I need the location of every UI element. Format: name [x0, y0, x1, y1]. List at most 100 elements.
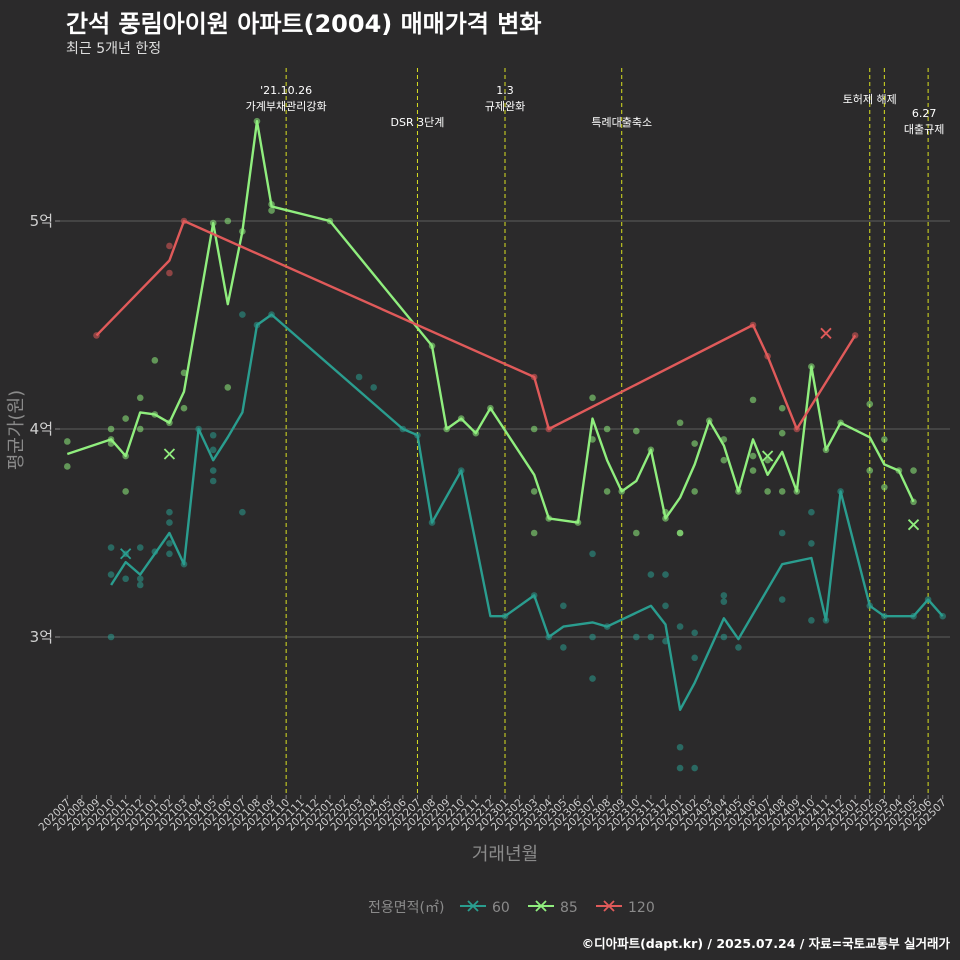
y-tick-label-0: 3억 — [30, 628, 53, 646]
point-85-17 — [224, 384, 232, 391]
point-85-39 — [633, 529, 640, 537]
point-60-36 — [589, 675, 596, 682]
point-85-0 — [63, 438, 71, 445]
point-85-59 — [778, 488, 786, 495]
point-60-2 — [107, 633, 115, 641]
cross-mark-120-0 — [820, 327, 832, 339]
point-85-47 — [691, 488, 698, 495]
legend-label-85: 85 — [560, 900, 578, 916]
point-120-2 — [166, 269, 173, 277]
event-label-202506-1: 대출규제 — [904, 123, 944, 136]
point-60-34 — [589, 550, 596, 558]
series-line-120 — [95, 219, 857, 431]
point-60-57 — [808, 540, 815, 547]
point-60-7 — [136, 575, 144, 583]
point-60-51 — [720, 598, 728, 605]
event-label-202207-0: DSR 3단계 — [391, 116, 445, 129]
point-85-21 — [268, 207, 275, 214]
point-85-46 — [691, 440, 698, 447]
point-85-58 — [778, 429, 786, 437]
point-60-12 — [166, 550, 173, 558]
point-60-53 — [735, 644, 742, 651]
point-85-13 — [180, 369, 188, 377]
point-85-7 — [122, 415, 129, 422]
point-85-14 — [180, 404, 188, 412]
point-60-48 — [691, 654, 698, 662]
point-85-53 — [749, 467, 757, 474]
legend-label-60: 60 — [492, 900, 510, 916]
series-line-85 — [66, 120, 915, 524]
point-60-17 — [209, 431, 217, 439]
event-label-202502-0: 토허제 해제 — [843, 92, 897, 106]
point-60-41 — [662, 571, 669, 578]
point-60-3 — [122, 575, 129, 583]
point-85-36 — [603, 488, 611, 495]
point-60-5 — [136, 544, 144, 551]
event-label-202506-0: 6.27 — [912, 107, 937, 120]
point-85-67 — [881, 483, 888, 491]
y-tick-label-2: 5억 — [30, 212, 53, 230]
point-60-54 — [778, 529, 786, 537]
point-60-49 — [691, 764, 698, 772]
series-120 — [93, 217, 859, 433]
point-85-69 — [910, 467, 917, 474]
point-85-33 — [589, 394, 596, 402]
point-60-55 — [778, 596, 786, 603]
point-85-57 — [778, 404, 786, 412]
point-85-45 — [676, 529, 684, 537]
point-60-33 — [560, 644, 567, 651]
point-85-52 — [749, 396, 757, 404]
point-60-39 — [647, 571, 655, 578]
event-label-202110-1: 가계부채관리강화 — [246, 100, 327, 113]
point-60-10 — [166, 519, 173, 526]
point-60-52 — [720, 633, 728, 641]
point-85-9 — [136, 425, 144, 433]
point-60-35 — [589, 633, 596, 641]
point-60-11 — [166, 540, 173, 547]
point-85-38 — [633, 427, 640, 435]
y-axis-title: 평균가(원) — [6, 390, 27, 470]
event-label-202301-1: 규제완화 — [485, 100, 525, 113]
point-60-47 — [691, 629, 698, 637]
legend-cross-120 — [603, 900, 615, 912]
point-60-15 — [209, 467, 217, 474]
point-85-50 — [720, 456, 728, 464]
cross-mark-85-2 — [907, 519, 920, 531]
point-60-50 — [720, 592, 728, 599]
legend-title: 전용면적(㎡) — [368, 900, 444, 916]
point-60-45 — [676, 743, 684, 751]
point-60-38 — [633, 633, 640, 641]
point-60-18 — [209, 446, 217, 454]
point-120-1 — [166, 242, 173, 250]
point-60-9 — [166, 508, 173, 516]
chart-caption: ©디아파트(dapt.kr) / 2025.07.24 / 자료=국토교통부 실… — [581, 936, 950, 951]
point-60-20 — [239, 508, 246, 516]
event-label-202309-0: 특례대출축소 — [591, 116, 652, 129]
point-85-56 — [764, 488, 771, 495]
series-85 — [63, 117, 920, 537]
point-85-8 — [136, 394, 144, 402]
point-60-46 — [676, 764, 684, 772]
event-label-202301-0: 1.3 — [496, 84, 514, 97]
point-60-42 — [662, 602, 669, 610]
point-60-6 — [136, 581, 144, 589]
event-label-202110-0: '21.10.26 — [260, 84, 312, 97]
cross-mark-85-1 — [761, 450, 774, 462]
chart-subtitle: 최근 5개년 한정 — [66, 41, 162, 57]
point-85-3 — [107, 425, 115, 433]
point-60-1 — [107, 571, 115, 578]
series-line-60 — [110, 313, 944, 711]
point-60-32 — [560, 602, 567, 610]
cross-mark-85-0 — [163, 448, 176, 460]
y-tick-label-1: 4억 — [30, 420, 53, 438]
cross-mark-60-0 — [120, 548, 132, 560]
point-85-35 — [603, 425, 611, 433]
point-60-0 — [107, 544, 115, 551]
point-85-28 — [530, 425, 538, 433]
point-60-19 — [239, 311, 246, 318]
chart-title: 간석 풍림아이원 아파트(2004) 매매가격 변화 — [66, 10, 542, 38]
point-60-23 — [355, 373, 363, 381]
point-85-10 — [151, 357, 159, 364]
point-60-44 — [676, 623, 684, 630]
